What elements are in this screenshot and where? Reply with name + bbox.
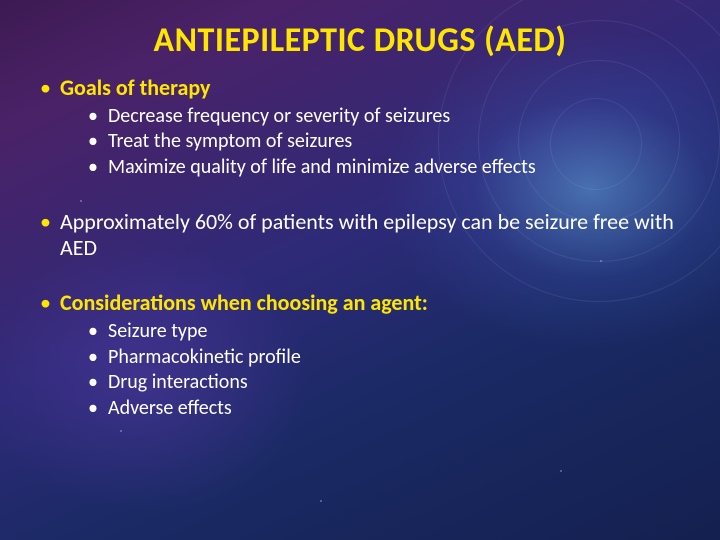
sub-bullet-text: Maximize quality of life and minimize ad… (108, 155, 536, 179)
bullet-text: Goals of therapy (60, 74, 210, 101)
bullet-text: Approximately 60% of patients with epile… (60, 208, 674, 262)
sub-bullet-text: Decrease frequency or severity of seizur… (108, 104, 450, 128)
sub-bullet: Drug interactions (88, 370, 686, 396)
sub-bullet-text: Seizure type (108, 319, 207, 343)
sub-bullet: Pharmacokinetic profile (88, 345, 686, 371)
slide-title: ANTIEPILEPTIC DRUGS (AED) (34, 20, 686, 61)
sub-bullet-text: Adverse effects (108, 396, 232, 420)
top-bullet: Goals of therapy Decrease frequency or se… (38, 75, 686, 181)
top-bullet: Approximately 60% of patients with epile… (38, 209, 686, 263)
slide-content: Goals of therapy Decrease frequency or se… (34, 75, 686, 421)
sub-bullet-text: Drug interactions (108, 370, 248, 394)
sub-bullet-list: Seizure typePharmacokinetic profileDrug … (60, 319, 686, 421)
bullet-list: Goals of therapy Decrease frequency or se… (34, 75, 686, 421)
sub-bullet-text: Pharmacokinetic profile (108, 345, 301, 369)
bullet-text: Considerations when choosing an agent: (60, 289, 428, 316)
top-bullet: Considerations when choosing an agent: Se… (38, 290, 686, 421)
sub-bullet: Decrease frequency or severity of seizur… (88, 104, 686, 130)
sub-bullet: Maximize quality of life and minimize ad… (88, 155, 686, 181)
sub-bullet: Adverse effects (88, 396, 686, 422)
decorative-star (120, 430, 122, 432)
decorative-star (320, 500, 322, 502)
sub-bullet-text: Treat the symptom of seizures (108, 129, 352, 153)
decorative-star (560, 470, 562, 472)
sub-bullet: Treat the symptom of seizures (88, 129, 686, 155)
sub-bullet-list: Decrease frequency or severity of seizur… (60, 104, 686, 181)
sub-bullet: Seizure type (88, 319, 686, 345)
slide: ANTIEPILEPTIC DRUGS (AED) Goals of thera… (0, 0, 720, 540)
